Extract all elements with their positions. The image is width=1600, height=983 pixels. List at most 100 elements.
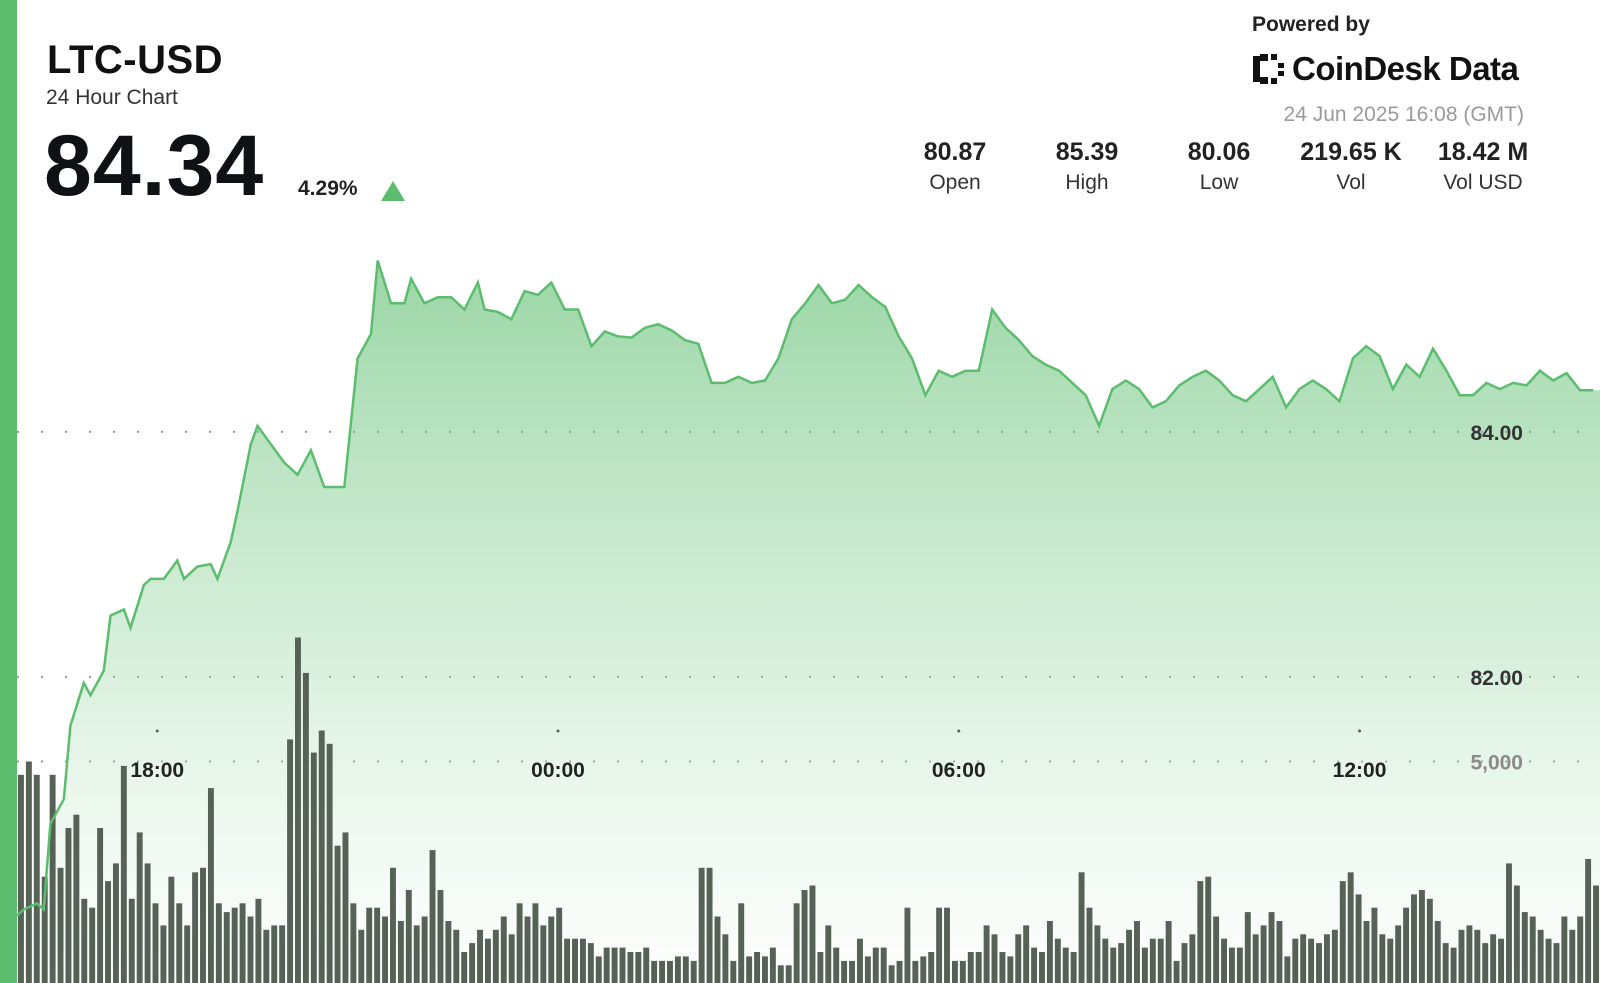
volume-bar <box>508 934 515 983</box>
volume-bar <box>682 956 689 983</box>
volume-bar <box>263 929 270 983</box>
volume-bar <box>809 885 816 983</box>
volume-bar <box>1577 916 1584 983</box>
volume-bar <box>888 965 895 983</box>
volume-bar <box>1284 956 1291 983</box>
volume-bar <box>168 876 175 983</box>
volume-bar <box>1403 907 1410 983</box>
volume-bar <box>160 925 167 983</box>
brand-name: CoinDesk Data <box>1292 50 1519 87</box>
volume-bar <box>659 960 666 983</box>
volume-bar <box>1110 947 1117 983</box>
volume-bar <box>738 903 745 983</box>
volume-bar <box>643 947 650 983</box>
volume-bar <box>1260 925 1267 983</box>
volume-bar <box>255 898 262 983</box>
volume-bar <box>1244 912 1251 983</box>
volume-bar <box>651 960 658 983</box>
volume-bar <box>310 752 317 983</box>
volume-bar <box>1102 938 1109 983</box>
volume-bar <box>295 637 301 983</box>
y-tick-label: 82.00 <box>1470 667 1523 690</box>
volume-bar <box>477 929 483 983</box>
volume-bar <box>1506 863 1512 983</box>
volume-bar <box>1276 921 1283 983</box>
volume-bar <box>556 907 563 983</box>
volume-bar <box>540 925 547 983</box>
volume-bar <box>1054 938 1061 983</box>
volume-bar <box>1482 943 1489 983</box>
volume-bar <box>817 952 824 983</box>
volume-bar <box>754 952 761 983</box>
volume-bar <box>223 912 230 983</box>
stat-open: 80.87 Open <box>880 138 1030 195</box>
volume-bar <box>437 890 444 983</box>
volume-bar <box>896 960 903 983</box>
volume-bar <box>342 832 349 983</box>
volume-bar <box>920 956 927 983</box>
volume-bar <box>326 743 333 983</box>
volume-bar <box>405 890 412 983</box>
volume-bar <box>635 952 642 983</box>
volume-bar <box>595 956 602 983</box>
volume-bar <box>1331 929 1338 983</box>
volume-bar <box>1046 921 1053 983</box>
volume-bar <box>1268 912 1275 983</box>
volume-bar <box>271 925 278 983</box>
volume-bar <box>152 903 159 983</box>
volume-bar <box>967 952 974 983</box>
stat-vol: 219.65 K Vol <box>1276 138 1426 195</box>
stat-high: 85.39 High <box>1012 138 1162 195</box>
volume-bar <box>1442 943 1449 983</box>
volume-bar <box>1355 894 1362 983</box>
volume-bar <box>1418 890 1425 983</box>
volume-bar <box>200 867 206 983</box>
volume-bar <box>1157 938 1164 983</box>
volume-bar <box>1221 938 1227 983</box>
volume-bar <box>136 832 143 983</box>
volume-bar <box>1411 894 1417 983</box>
volume-bar <box>698 867 705 983</box>
volume-bar <box>1316 943 1322 983</box>
volume-bar <box>516 903 523 983</box>
stat-label: Low <box>1199 171 1239 194</box>
volume-bar <box>18 774 24 983</box>
volume-bar <box>318 730 325 983</box>
volume-bar <box>120 765 127 983</box>
volume-bar <box>1308 938 1315 983</box>
volume-bar <box>564 938 571 983</box>
up-arrow-icon <box>381 181 405 201</box>
volume-bar <box>1371 907 1378 983</box>
volume-bar <box>1561 916 1568 983</box>
volume-bar <box>1173 960 1180 983</box>
volume-bar <box>247 916 254 983</box>
coindesk-logo: CoinDesk Data <box>1250 50 1519 88</box>
volume-bar <box>192 872 199 983</box>
stat-value: 85.39 <box>1055 138 1119 166</box>
volume-bar <box>983 925 990 983</box>
volume-bar <box>484 938 491 983</box>
volume-bar <box>1379 934 1386 983</box>
volume-bar <box>1585 859 1592 983</box>
volume-bar <box>1553 943 1560 983</box>
volume-bar <box>302 672 309 983</box>
current-price: 84.34 <box>44 118 265 214</box>
volume-bar <box>492 929 499 983</box>
volume-bar <box>207 788 214 983</box>
stat-value: 80.87 <box>923 138 987 166</box>
y-tick-label: 84.00 <box>1470 422 1523 445</box>
volume-bar <box>1252 934 1259 983</box>
volume-bar <box>1236 947 1243 983</box>
volume-bar <box>991 934 998 983</box>
volume-bar <box>1434 921 1441 983</box>
powered-by-label: Powered by <box>1252 13 1370 36</box>
volume-bar <box>856 938 863 983</box>
stat-value: 219.65 K <box>1300 138 1402 166</box>
volume-bar <box>239 903 246 983</box>
volume-bar <box>1039 952 1045 983</box>
volume-bar <box>500 916 507 983</box>
volume-bar <box>1086 907 1093 983</box>
volume-bar <box>382 916 389 983</box>
volume-bar <box>904 907 911 983</box>
volume-bar <box>453 929 460 983</box>
